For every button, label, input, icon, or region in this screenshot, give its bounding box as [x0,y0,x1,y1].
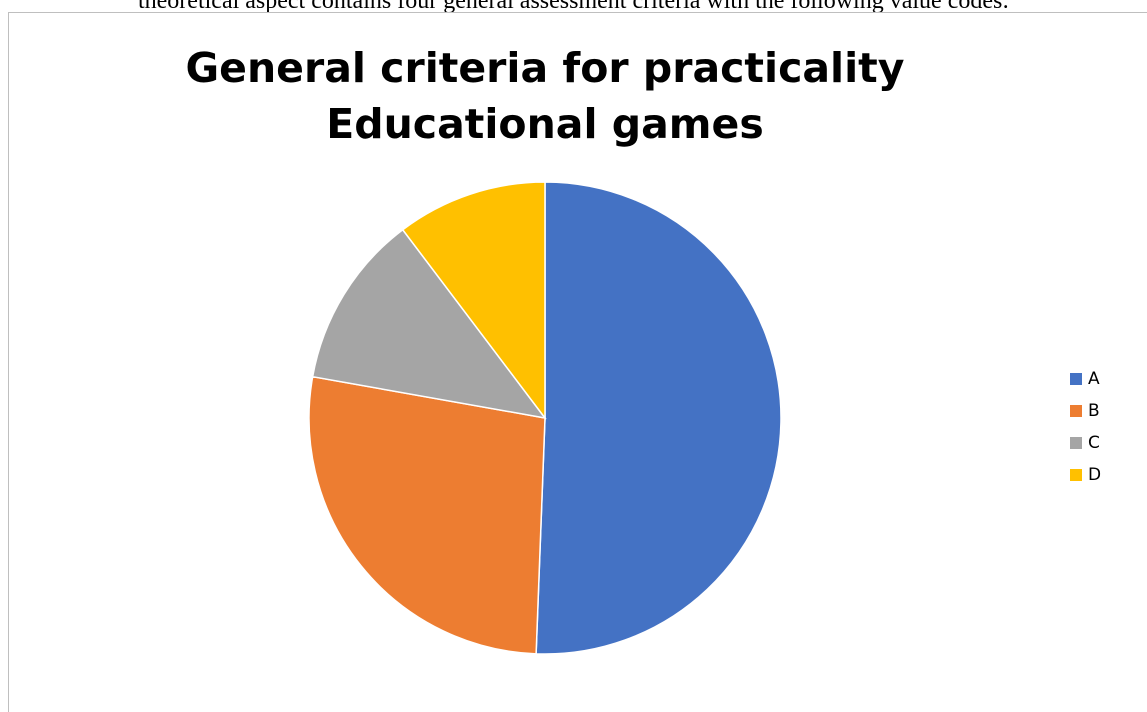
chart-area [8,12,1147,712]
legend-label-c: C [1088,433,1100,453]
document-text-line: theoretical aspect contains four general… [137,0,1010,14]
pie-chart [308,181,782,655]
legend-item-d: D [1070,459,1101,491]
pie-slice-d [401,181,546,421]
legend-swatch-b [1070,405,1082,417]
legend-item-c: C [1070,427,1101,459]
pie-slice-c [311,228,547,420]
chart-title: General criteria for practicality Educat… [185,44,905,148]
legend-item-b: B [1070,395,1101,427]
legend-swatch-c [1070,437,1082,449]
legend-swatch-a [1070,373,1082,385]
pie-slice-a [535,181,782,655]
legend-item-a: A [1070,363,1101,395]
legend-label-d: D [1088,465,1102,485]
pie-slice-b [308,375,546,655]
legend-swatch-d [1070,469,1082,481]
legend-label-a: A [1088,369,1100,389]
legend-label-b: B [1088,401,1100,421]
